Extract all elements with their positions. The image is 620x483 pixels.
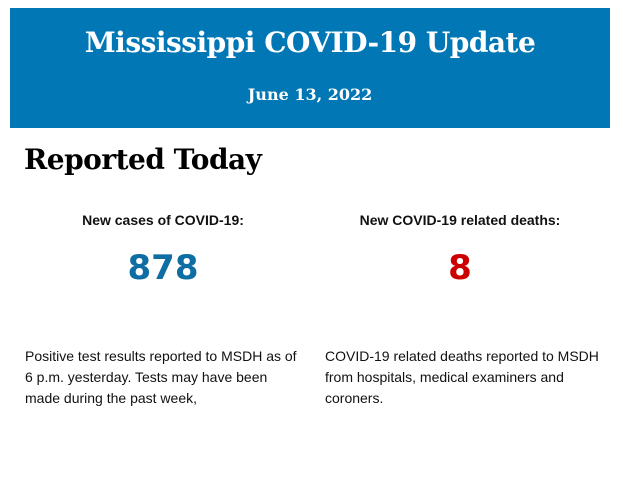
page-title: Mississippi COVID-19 Update [84,26,536,59]
update-date: June 13, 2022 [247,85,373,104]
new-deaths-label: New COVID-19 related deaths: [359,212,561,228]
new-cases-value: 878 [127,248,199,288]
new-deaths-description: COVID-19 related deaths reported to MSDH… [325,348,599,406]
new-cases-label: New cases of COVID-19: [82,212,244,228]
section-title: Reported Today [24,143,262,176]
new-deaths-value: 8 [448,248,472,288]
new-cases-stat: New cases of COVID-19: 878 [18,212,308,288]
new-cases-description: Positive test results reported to MSDH a… [25,348,297,406]
new-deaths-stat: New COVID-19 related deaths: 8 [315,212,605,288]
header-banner: Mississippi COVID-19 Update June 13, 202… [10,8,610,128]
